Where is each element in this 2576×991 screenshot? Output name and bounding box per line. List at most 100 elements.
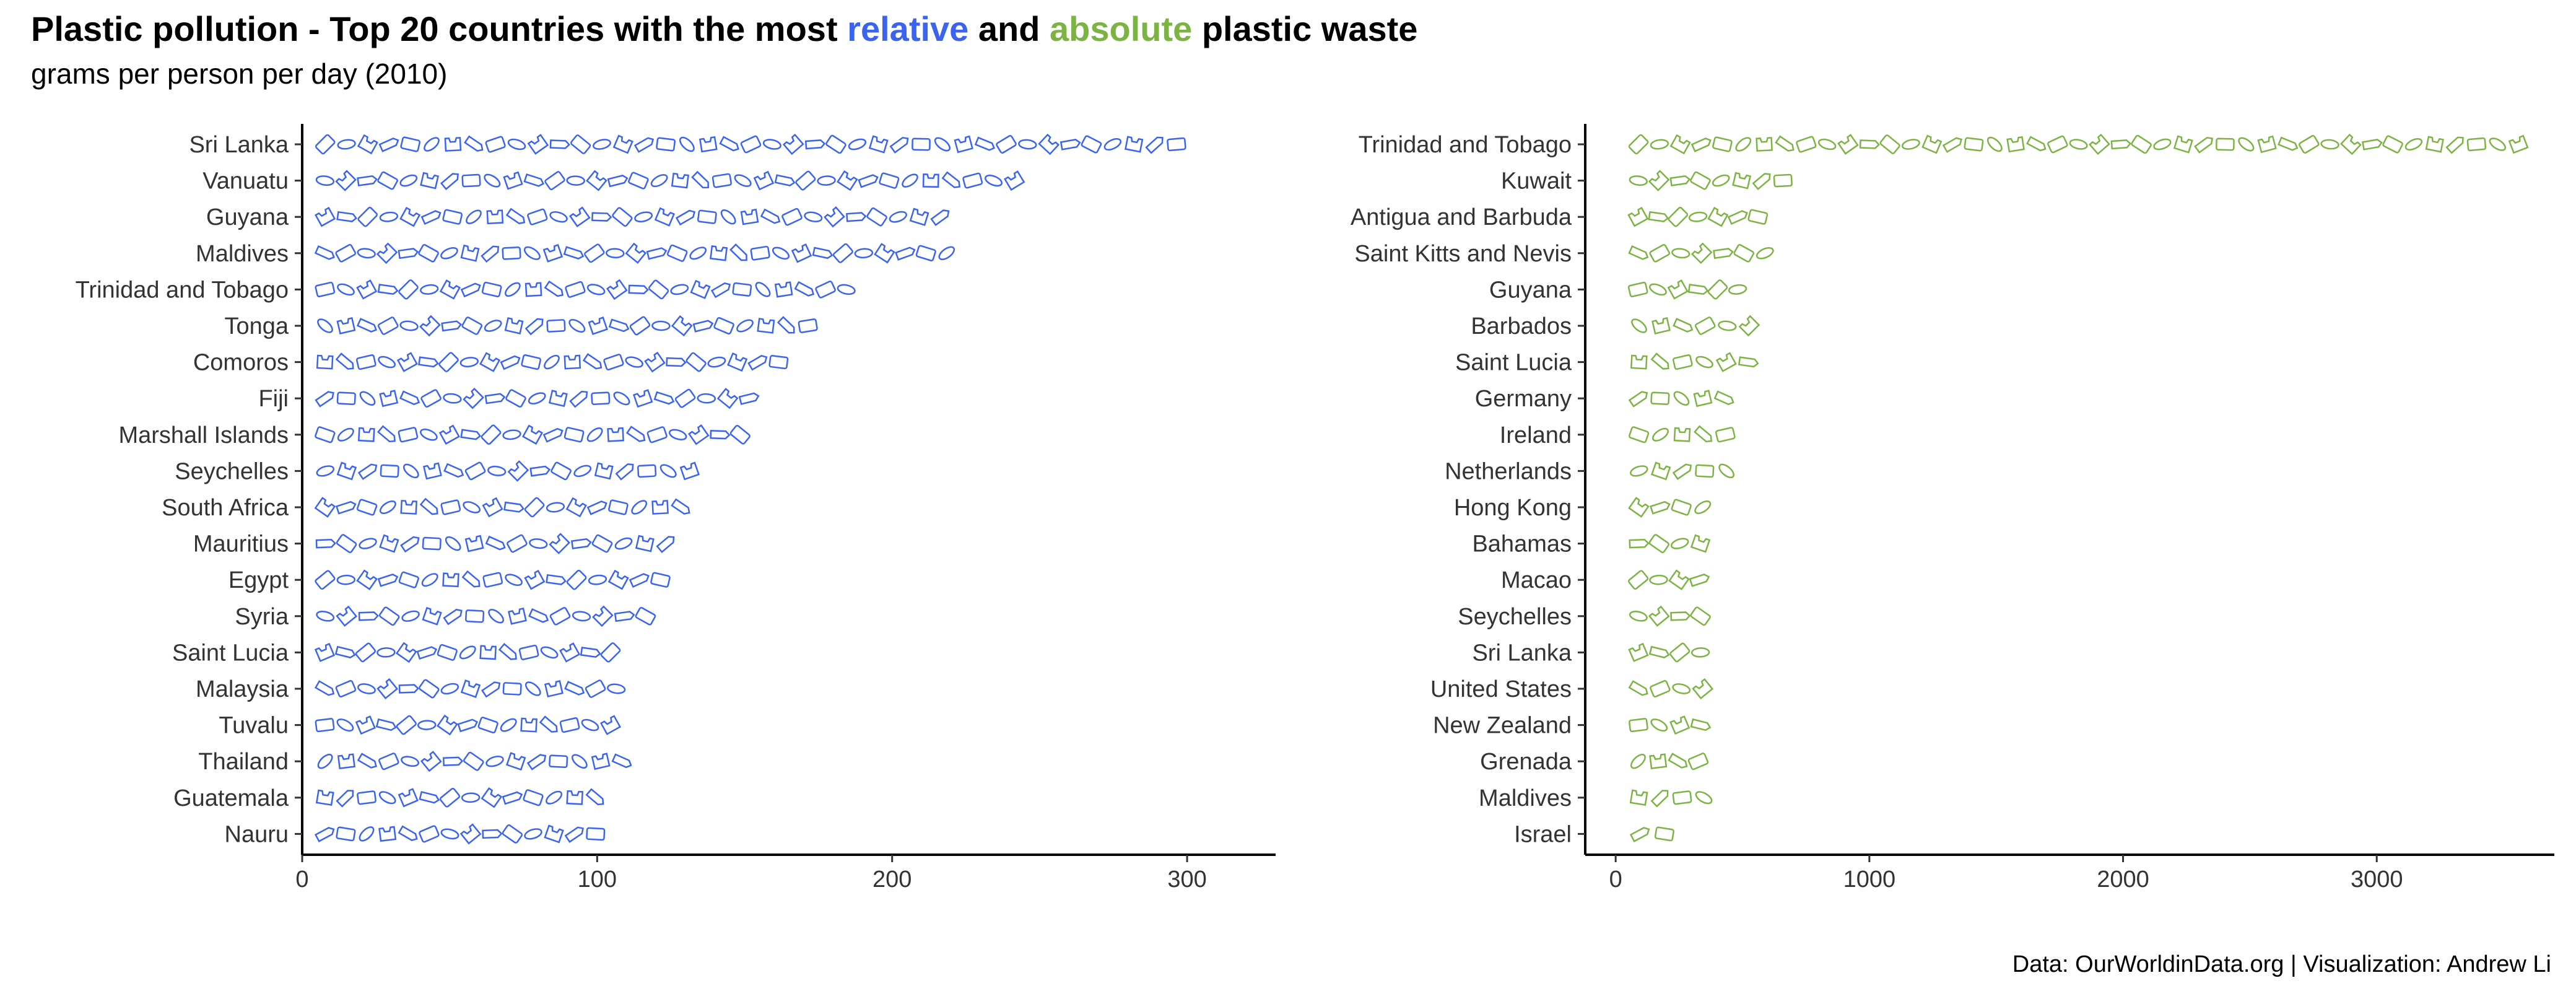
waste-icon [481,424,502,445]
wrapper-icon [650,174,668,188]
waste-icon [315,426,336,443]
bottle-icon [500,355,521,370]
waste-icon [825,134,846,154]
wrapper-icon [679,136,695,152]
y-tick-label: Trinidad and Tobago [1359,132,1572,158]
y-tick-label: Saint Lucia [172,640,289,666]
bag-icon [1756,137,1773,152]
bottle-icon [585,788,604,806]
bag-icon [460,679,481,698]
wrapper-icon [528,392,546,405]
wrapper-icon [607,683,626,694]
bottle-icon [484,393,506,404]
bottle-icon [656,536,675,553]
bag-icon [419,315,441,337]
bottle-icon [336,211,357,222]
bag-icon [1629,789,1648,806]
bottle-icon [858,174,879,188]
bag-icon [1651,461,1671,481]
wrapper-icon [459,357,479,368]
waste-icon [482,572,503,588]
wrapper-icon [1688,211,1708,222]
bottle-icon [729,243,747,261]
bottle-icon [692,320,714,333]
waste-icon [2216,138,2235,151]
bag-icon [1673,427,1691,442]
waste-icon [1650,391,1670,406]
bottle-icon [586,500,607,515]
bottle-icon [544,280,564,297]
bar [1629,789,1713,808]
wrapper-icon [1670,538,1689,549]
bottle-icon [2026,136,2047,152]
bottle-icon [2445,136,2464,154]
waste-icon [336,534,357,554]
bottle-icon [1690,718,1712,731]
waste-icon [481,281,502,297]
bag-icon [422,606,442,626]
bag-icon [716,388,739,409]
y-tick-label: Maldives [196,241,289,267]
waste-icon [437,644,458,661]
bag-icon [378,826,397,842]
bag-icon [486,209,504,225]
bar [314,497,690,518]
bag-icon [1738,315,1760,337]
bag-icon [564,354,581,370]
wrapper-icon [586,427,603,442]
x-tick-label: 100 [578,867,617,893]
bottle-icon [628,284,649,295]
waste-icon [666,244,688,262]
bar [1628,642,1710,663]
waste-icon [1672,354,1693,370]
waste-icon [1694,317,1716,335]
wrapper-icon [707,356,726,368]
wrapper-icon [524,681,541,696]
waste-icon [378,606,400,626]
wrapper-icon [848,138,867,151]
bag-icon [521,424,544,445]
bottle-icon [460,282,481,298]
bottle-icon [626,426,646,442]
wrapper-icon [317,318,333,333]
y-tick-label: Thailand [198,749,289,775]
wrapper-icon [378,791,396,805]
waste-icon [732,282,752,297]
bag-icon [379,390,399,408]
bottle-icon [1690,138,1712,152]
bottle-icon [2278,136,2299,151]
wrapper-icon [1735,137,1752,152]
waste-icon [637,464,657,478]
waste-icon [422,536,442,551]
y-tick-label: Antigua and Barbuda [1351,204,1572,230]
bottle-icon [420,210,442,225]
bag-icon [1669,134,1691,155]
wrapper-icon [424,137,440,152]
wrapper-icon [762,139,781,150]
waste-icon [564,427,585,443]
bottle-icon [1145,136,1164,154]
wrapper-icon [546,790,563,805]
bag-icon [2340,133,2362,155]
waste-icon [315,570,336,590]
wrapper-icon [902,173,918,188]
waste-icon [420,389,442,408]
bottle-icon [1775,135,1795,152]
bottle-icon [1672,463,1692,480]
bag-icon [1921,134,1943,154]
waste-icon [1167,137,1186,152]
wrapper-icon [379,211,399,222]
wrapper-icon [889,211,907,223]
bag-icon [1669,715,1690,735]
waste-icon [1695,464,1715,478]
waste-icon [832,243,853,263]
bar [317,315,818,337]
wrapper-icon [1103,138,1122,151]
waste-icon [781,207,803,226]
waste-icon [335,243,356,263]
waste-icon [1672,790,1692,805]
wrapper-icon [573,465,592,478]
bar [316,351,789,373]
waste-icon [795,170,816,191]
waste-icon [1733,243,1754,263]
